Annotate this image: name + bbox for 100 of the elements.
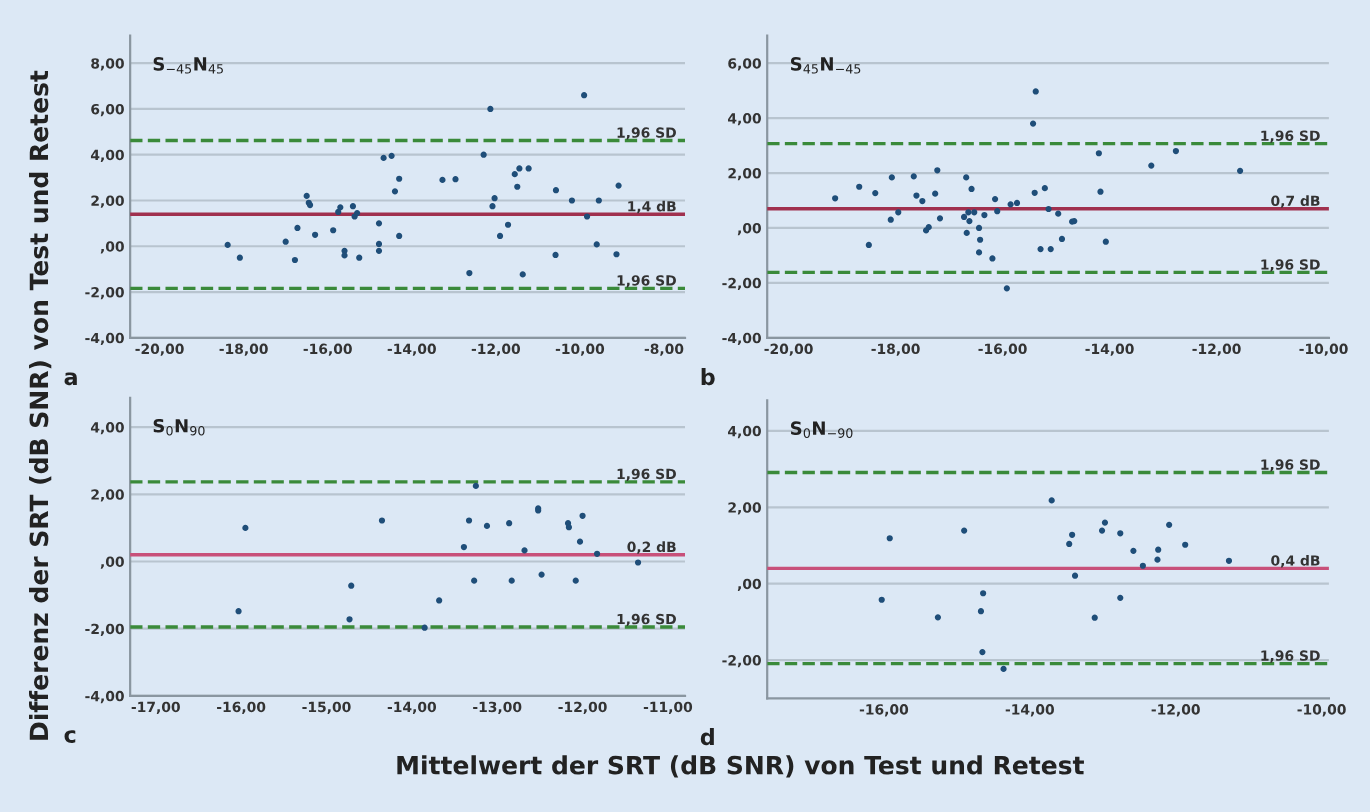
point bbox=[380, 154, 387, 162]
point bbox=[242, 524, 249, 532]
point bbox=[593, 550, 601, 557]
point bbox=[576, 538, 584, 545]
point bbox=[521, 547, 528, 554]
text: a bbox=[64, 372, 77, 386]
point bbox=[991, 196, 999, 203]
point bbox=[572, 577, 579, 584]
point bbox=[1071, 572, 1079, 579]
point bbox=[977, 236, 984, 243]
point bbox=[235, 608, 242, 615]
point bbox=[1117, 594, 1124, 601]
point bbox=[511, 171, 518, 178]
point bbox=[1003, 285, 1010, 292]
point bbox=[1007, 201, 1014, 208]
point bbox=[979, 648, 986, 656]
point bbox=[341, 252, 348, 259]
point bbox=[1117, 530, 1124, 537]
point bbox=[388, 152, 395, 159]
point bbox=[872, 189, 879, 197]
point bbox=[375, 220, 383, 227]
point bbox=[303, 192, 310, 200]
point bbox=[356, 254, 363, 261]
point bbox=[960, 213, 968, 221]
point bbox=[1095, 150, 1102, 157]
point bbox=[1041, 185, 1048, 192]
point bbox=[878, 596, 885, 603]
point bbox=[865, 241, 872, 249]
point bbox=[583, 213, 591, 220]
point bbox=[483, 522, 491, 529]
point bbox=[634, 559, 642, 566]
point bbox=[934, 167, 941, 174]
point bbox=[538, 571, 545, 578]
point bbox=[552, 187, 560, 194]
x-axis-title: Mittelwert der SRT (dB SNR) von Test und Retest bbox=[397, 755, 1084, 778]
point bbox=[508, 577, 515, 584]
point bbox=[1048, 497, 1055, 504]
point bbox=[1139, 562, 1146, 569]
point bbox=[971, 209, 978, 216]
point bbox=[1148, 162, 1155, 169]
point bbox=[489, 203, 496, 210]
point bbox=[396, 175, 403, 182]
point bbox=[1102, 238, 1109, 245]
point bbox=[1155, 546, 1162, 553]
point bbox=[981, 211, 988, 219]
point bbox=[330, 227, 337, 234]
point bbox=[1047, 245, 1054, 253]
point bbox=[963, 229, 970, 236]
point bbox=[452, 176, 459, 183]
point bbox=[963, 174, 970, 181]
point bbox=[989, 255, 996, 262]
point bbox=[335, 208, 342, 216]
point bbox=[895, 209, 902, 216]
point bbox=[465, 517, 473, 524]
point bbox=[346, 616, 353, 623]
text: c bbox=[64, 730, 76, 743]
point bbox=[1000, 665, 1007, 673]
point bbox=[506, 520, 513, 527]
point bbox=[1225, 557, 1233, 564]
point bbox=[421, 624, 428, 631]
point bbox=[1091, 614, 1098, 621]
point bbox=[291, 256, 299, 264]
point bbox=[1013, 199, 1021, 207]
point bbox=[375, 240, 383, 248]
point bbox=[968, 185, 975, 193]
point bbox=[466, 269, 473, 277]
point bbox=[975, 249, 983, 256]
point bbox=[491, 195, 498, 202]
point bbox=[391, 188, 399, 195]
point bbox=[311, 231, 319, 238]
point bbox=[910, 173, 917, 180]
point bbox=[516, 165, 523, 172]
text: S$_{0}$N$_{90}$ bbox=[153, 418, 205, 436]
point bbox=[975, 224, 983, 232]
point bbox=[487, 105, 494, 113]
point bbox=[1029, 120, 1037, 127]
point bbox=[1097, 188, 1104, 195]
point bbox=[378, 517, 386, 524]
point bbox=[934, 614, 941, 621]
point bbox=[1032, 88, 1039, 95]
point bbox=[932, 190, 939, 197]
point bbox=[348, 582, 355, 589]
point bbox=[472, 482, 479, 490]
point bbox=[282, 238, 289, 245]
point bbox=[224, 241, 231, 248]
point bbox=[961, 527, 968, 534]
point bbox=[236, 254, 243, 261]
point bbox=[887, 216, 894, 223]
point bbox=[888, 174, 895, 181]
point bbox=[1130, 547, 1137, 554]
point bbox=[919, 197, 926, 205]
point bbox=[1037, 245, 1044, 253]
point bbox=[965, 209, 972, 216]
point bbox=[1154, 556, 1161, 563]
point bbox=[856, 183, 863, 190]
point bbox=[1236, 167, 1244, 174]
point bbox=[1031, 189, 1038, 196]
point bbox=[966, 217, 973, 225]
point bbox=[480, 151, 487, 158]
point bbox=[552, 251, 559, 259]
